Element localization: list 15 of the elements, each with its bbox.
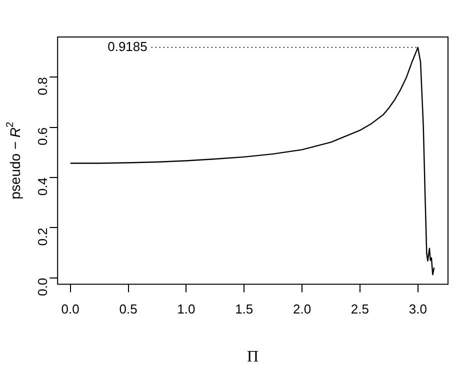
y-axis-title: pseudo − R2 (4, 121, 23, 200)
x-tick-label: 2.0 (292, 302, 312, 317)
x-tick-label: 3.0 (408, 302, 427, 317)
y-tick-label: 0.4 (35, 178, 50, 196)
x-tick-label: 0.0 (61, 302, 80, 317)
x-tick-label: 0.5 (119, 302, 138, 317)
x-tick-label: 2.5 (350, 302, 369, 317)
x-tick-label: 1.0 (177, 302, 196, 317)
y-tick-label: 0.0 (35, 278, 50, 296)
ref-line-label: 0.9185 (108, 38, 148, 54)
y-tick-label: 0.6 (35, 127, 50, 146)
y-tick-label: 0.8 (35, 77, 50, 96)
x-axis-title: Π (247, 348, 260, 366)
y-tick-label: 0.2 (35, 228, 50, 246)
x-tick-label: 1.5 (235, 302, 254, 317)
